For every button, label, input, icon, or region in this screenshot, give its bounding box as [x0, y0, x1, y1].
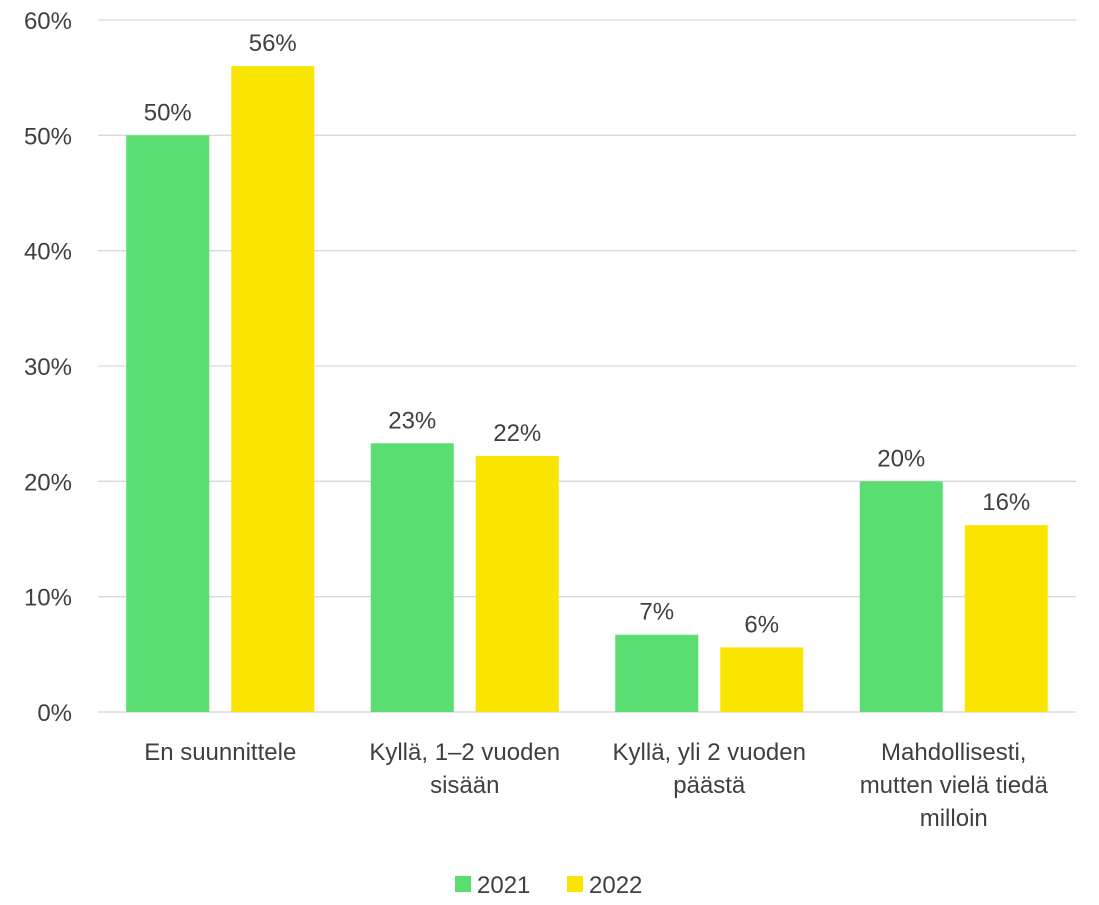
data-label: 23%: [388, 407, 436, 434]
x-category-label: Kyllä, yli 2 vuoden: [613, 739, 806, 766]
data-label: 50%: [144, 99, 192, 126]
x-axis-category-labels: En suunnittele Kyllä, 1–2 vuoden sisään Kyl…: [144, 739, 1048, 832]
data-label: 56%: [249, 30, 297, 57]
legend-label: 2021: [477, 872, 530, 899]
y-axis-tick-labels: 0% 10% 20% 30% 40% 50% 60%: [24, 8, 72, 727]
x-category-label: milloin: [920, 805, 988, 832]
bar-2021: [126, 135, 210, 713]
bar-2021: [370, 443, 454, 712]
bar-2022: [964, 525, 1048, 712]
x-category-label: Mahdollisesti,: [881, 739, 1026, 766]
data-label: 20%: [877, 445, 925, 472]
legend-swatch: [455, 876, 471, 892]
legend-swatch: [567, 876, 583, 892]
y-tick-label: 20%: [24, 469, 72, 496]
data-labels: 50% 56% 23% 22% 7% 6% 20% 16%: [144, 30, 1031, 638]
y-tick-label: 10%: [24, 585, 72, 612]
x-category-label: En suunnittele: [144, 739, 296, 766]
bar-2021: [859, 481, 943, 712]
x-category-label: päästä: [673, 772, 746, 799]
bar-2021: [615, 634, 699, 712]
data-label: 16%: [982, 489, 1030, 516]
legend: 2021 2022: [455, 872, 642, 899]
data-label: 6%: [744, 611, 779, 638]
bar-2022: [475, 455, 559, 712]
x-category-label: Kyllä, 1–2 vuoden: [369, 739, 560, 766]
y-tick-label: 30%: [24, 354, 72, 381]
data-label: 22%: [493, 420, 541, 447]
y-tick-label: 40%: [24, 239, 72, 266]
y-tick-label: 60%: [24, 8, 72, 35]
x-category-label: sisään: [430, 772, 499, 799]
bar-2022: [231, 66, 315, 713]
x-category-label: mutten vielä tiedä: [860, 772, 1049, 799]
data-label: 7%: [639, 599, 674, 626]
bars: [126, 66, 1048, 713]
legend-label: 2022: [589, 872, 642, 899]
y-tick-label: 0%: [37, 700, 72, 727]
bar-2022: [720, 647, 804, 712]
y-tick-label: 50%: [24, 123, 72, 150]
